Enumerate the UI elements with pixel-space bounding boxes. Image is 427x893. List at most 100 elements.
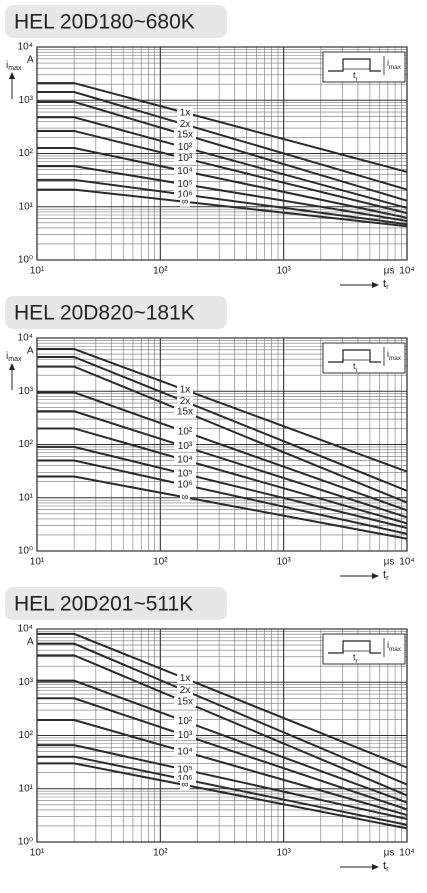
y-arrow-head	[9, 72, 15, 79]
chart-title: HEL 20D820~181K	[14, 302, 195, 325]
axis-label: imax	[6, 351, 22, 363]
label-sub: r	[386, 864, 389, 873]
curve-label-bg	[174, 153, 196, 164]
axis-label: tr	[353, 70, 358, 82]
y-arrow-head	[9, 363, 15, 370]
x-tick-label: 10³	[276, 557, 291, 568]
x-unit: μs	[384, 848, 395, 859]
curve-label-bg	[174, 441, 196, 452]
inset-box	[322, 342, 406, 374]
axis-label: tr	[353, 652, 358, 664]
y-tick-label: 10⁰	[18, 837, 33, 848]
curve-label-bg	[177, 107, 193, 118]
curve-label: 2x	[180, 685, 191, 696]
curve	[37, 459, 408, 535]
axis-label: tr	[383, 860, 389, 873]
curve-label: 10²	[178, 426, 193, 437]
x-tick-label: 10³	[276, 848, 291, 859]
plot-frame	[36, 46, 408, 261]
label-sub: max	[389, 646, 402, 653]
curve-label-bg	[174, 764, 196, 775]
title-box	[5, 587, 227, 620]
curve-label: 10⁴	[177, 455, 192, 466]
curve-label: 10⁶	[177, 774, 192, 785]
x-unit: μs	[384, 557, 395, 568]
curve	[37, 146, 408, 219]
x-arrow-head	[372, 573, 379, 579]
curve	[37, 178, 408, 226]
x-tick-label: 10⁴	[399, 266, 414, 277]
chart-title: HEL 20D201~511K	[14, 593, 193, 616]
curve-label-bg	[174, 166, 196, 177]
label-sub: max	[8, 356, 22, 363]
curve	[37, 654, 408, 797]
curve-label-bg	[174, 455, 196, 466]
curve	[37, 755, 408, 826]
title-box	[5, 296, 227, 329]
y-tick-label: 10⁴	[18, 42, 33, 53]
curve	[37, 365, 408, 504]
curve-label-bg	[174, 189, 196, 200]
y-tick-label: 10¹	[19, 492, 34, 503]
inset-box	[322, 633, 406, 665]
x-arrow-head	[372, 282, 379, 288]
curve	[37, 348, 408, 473]
label-main: i	[6, 351, 8, 362]
curve-label: 10⁵	[177, 179, 192, 190]
label-main: t	[383, 860, 386, 872]
curve-label: 10⁵	[177, 764, 192, 775]
y-unit: A	[27, 346, 34, 357]
curve-label-bg	[174, 179, 196, 190]
curve-label: ∞	[181, 196, 188, 207]
x-tick-label: 10¹	[30, 557, 45, 568]
label-main: t	[353, 70, 356, 80]
label-main: i	[6, 60, 8, 71]
label-main: t	[383, 278, 386, 290]
plot-frame	[36, 628, 408, 843]
curve	[37, 410, 408, 519]
curve	[37, 188, 408, 228]
curve	[37, 129, 408, 215]
label-sub: r	[386, 282, 389, 291]
curve	[37, 391, 408, 512]
curve-label-bg	[174, 716, 196, 727]
curve	[37, 679, 408, 804]
curve-label: 10³	[178, 153, 193, 164]
curve-label: ∞	[181, 780, 188, 791]
curve	[37, 90, 408, 191]
curve-label: 10³	[178, 441, 193, 452]
curve-label: ∞	[181, 492, 188, 503]
curve-label-bg	[180, 196, 190, 207]
label-main: t	[353, 361, 356, 371]
y-tick-label: 10¹	[19, 783, 34, 794]
y-tick-label: 10³	[19, 677, 34, 688]
axis-label: tr	[383, 569, 389, 582]
curve-label-bg	[177, 384, 193, 395]
curve-label: 10⁵	[177, 469, 192, 480]
curve-label-bg	[174, 774, 196, 785]
label-sub: max	[389, 355, 402, 362]
label-sub: r	[386, 573, 389, 582]
curve-label: 15x	[177, 129, 193, 140]
label-main: i	[387, 640, 389, 650]
label-sub: r	[356, 367, 358, 374]
curve-label-bg	[174, 426, 196, 437]
label-sub: max	[8, 65, 22, 72]
title-box	[5, 5, 227, 38]
x-tick-label: 10¹	[30, 848, 45, 859]
x-tick-label: 10²	[153, 266, 168, 277]
curve	[37, 165, 408, 222]
curve	[37, 762, 408, 830]
y-tick-label: 10⁴	[18, 624, 33, 635]
curve	[37, 632, 408, 769]
inset-box	[322, 51, 406, 83]
chart-title: HEL 20D180~680K	[14, 11, 195, 34]
label-main: t	[383, 569, 386, 581]
x-tick-label: 10⁴	[399, 557, 414, 568]
label-main: i	[387, 349, 389, 359]
label-main: t	[353, 652, 356, 662]
x-tick-label: 10¹	[30, 266, 45, 277]
curve-label-bg	[177, 396, 193, 407]
curve	[37, 642, 408, 786]
curve	[37, 355, 408, 492]
